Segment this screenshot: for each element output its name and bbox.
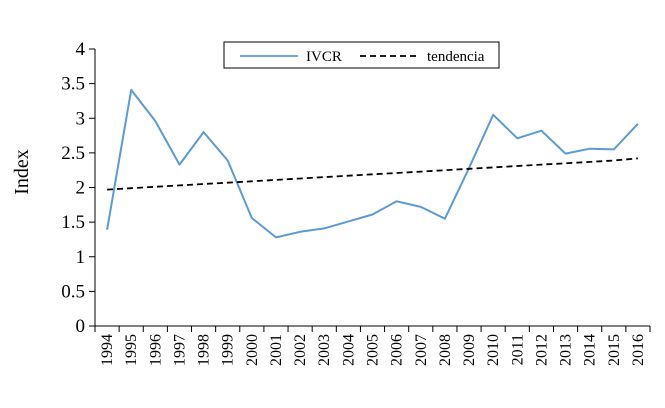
- y-tick-label: 0: [76, 316, 86, 337]
- x-tick-label: 2005: [365, 334, 382, 366]
- y-tick-label: 4: [76, 39, 86, 60]
- legend-label-tendencia: tendencia: [427, 49, 485, 65]
- x-tick-label: 1997: [171, 334, 188, 366]
- x-tick-label: 2014: [582, 334, 599, 366]
- x-tick-label: 2015: [606, 334, 623, 366]
- x-tick-label: 2001: [268, 334, 285, 366]
- x-tick-label: 2009: [461, 334, 478, 366]
- x-tick-label: 1998: [196, 334, 213, 366]
- series-line-tendencia: [107, 157, 638, 191]
- x-tick-label: 2003: [316, 334, 333, 366]
- x-tick-label: 2010: [485, 334, 502, 366]
- x-tick-label: 2004: [340, 334, 357, 366]
- x-tick-label: 2013: [558, 334, 575, 366]
- x-tick-label: 2000: [244, 334, 261, 366]
- legend-label-ivcr: IVCR: [306, 49, 342, 65]
- y-axis-label: Index: [11, 149, 33, 195]
- x-tick-label: 2002: [292, 334, 309, 366]
- x-tick-label: 2016: [630, 334, 647, 366]
- y-tick-label: 3.5: [61, 74, 85, 95]
- y-tick-label: 2: [76, 178, 86, 199]
- x-tick-label: 1999: [220, 334, 237, 366]
- series-lines: [106, 88, 639, 239]
- y-tick-label: 1.5: [61, 212, 85, 233]
- x-tick-label: 1995: [123, 334, 140, 366]
- x-tick-label: 2012: [533, 334, 550, 366]
- series-line-ivcr: [106, 88, 639, 239]
- legend-box: [223, 41, 500, 69]
- x-tick-label: 1996: [147, 334, 164, 366]
- x-tick-label: 1994: [99, 334, 116, 366]
- y-tick-label: 2.5: [61, 143, 85, 164]
- y-tick-label: 3: [76, 108, 86, 129]
- x-tick-label: 2008: [437, 334, 454, 366]
- x-tick-label: 2011: [509, 334, 526, 365]
- x-tick-label: 2007: [413, 334, 430, 366]
- y-axis: 0 0.5 1 1.5 2 2.5 3 3.5 4: [61, 39, 96, 337]
- x-axis: 1994 1995 1996 1997 1998 1999 2000 2001 2002 2003…: [94, 325, 651, 366]
- y-tick-label: 0.5: [61, 281, 85, 302]
- x-tick-label: 2006: [389, 334, 406, 366]
- y-tick-label: 1: [76, 247, 86, 268]
- legend: IVCR tendencia: [223, 41, 500, 69]
